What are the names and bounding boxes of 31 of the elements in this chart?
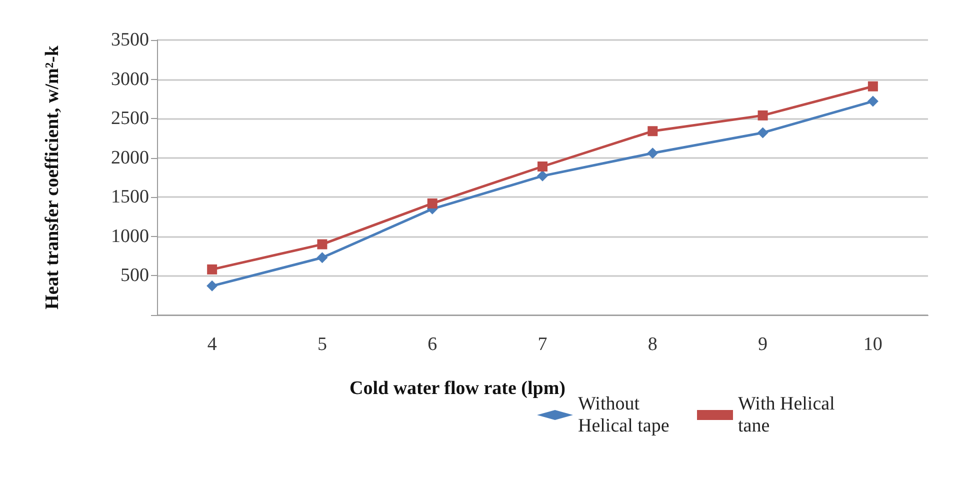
x-tick-label: 7 bbox=[538, 334, 548, 355]
y-tick-label: 500 bbox=[120, 265, 149, 286]
x-tick-label: 8 bbox=[648, 334, 658, 355]
point bbox=[207, 264, 218, 274]
x-tick-label: 5 bbox=[317, 334, 327, 355]
legend-label: With Helical tane bbox=[738, 394, 840, 436]
y-tick-label: 2500 bbox=[111, 108, 149, 130]
point bbox=[538, 162, 548, 172]
legend-label: Without Helical tape bbox=[578, 394, 670, 436]
point bbox=[316, 252, 328, 264]
y-tick-label: 3000 bbox=[111, 68, 149, 90]
y-tick-label: 1500 bbox=[111, 186, 149, 208]
x-tick-label: 6 bbox=[428, 334, 438, 355]
y-tick-label: 3500 bbox=[111, 30, 149, 50]
point bbox=[648, 126, 658, 136]
point bbox=[867, 96, 878, 107]
x-tick-label: 4 bbox=[207, 334, 218, 355]
point bbox=[427, 198, 438, 208]
point bbox=[868, 81, 878, 92]
y-axis-title: Heat transfer coefficient, w/m²-k bbox=[42, 45, 63, 310]
point bbox=[206, 280, 218, 292]
point bbox=[537, 170, 548, 182]
y-tick-label: 1000 bbox=[111, 226, 149, 247]
point bbox=[317, 239, 328, 250]
point bbox=[758, 110, 768, 120]
y-tick-label: 2000 bbox=[111, 147, 149, 168]
point bbox=[757, 127, 768, 138]
x-tick-label: 10 bbox=[863, 334, 882, 355]
point bbox=[647, 148, 658, 159]
x-axis-title: Cold water flow rate (lpm) bbox=[350, 378, 566, 399]
x-tick-label: 9 bbox=[758, 334, 768, 355]
